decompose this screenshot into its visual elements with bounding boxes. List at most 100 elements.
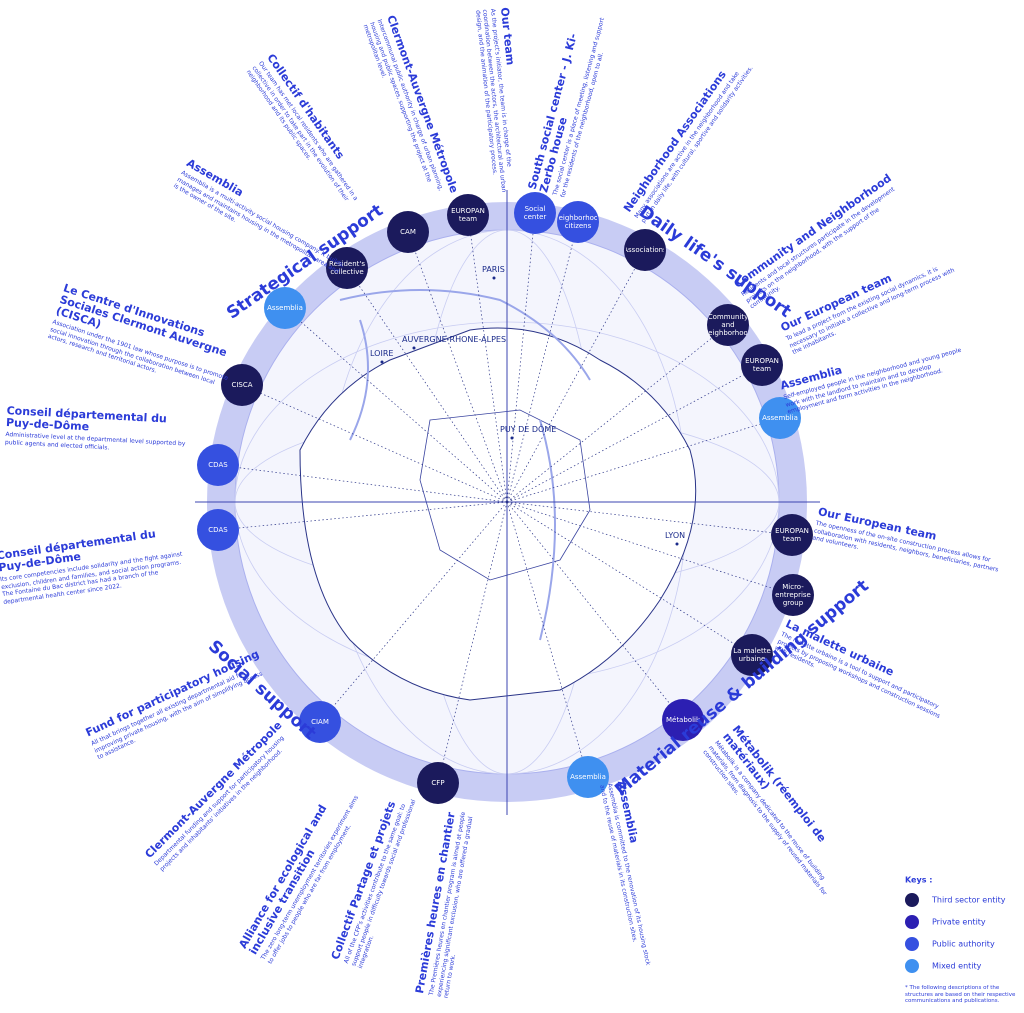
entity-label: Community and neighborhood [709, 313, 747, 337]
link [437, 501, 508, 784]
key-label: Private entity [932, 918, 986, 927]
entity-label: Métabolik [665, 716, 701, 724]
key-swatch [905, 915, 919, 929]
region-outline [299, 327, 697, 701]
entity-label: CISCA [231, 381, 253, 389]
city-label: AUVERGNE-RHONE-ALPES [402, 335, 506, 344]
description: Neighborhood Associations Many associatio… [622, 52, 755, 224]
entity-label-box: Resident's collective [329, 260, 365, 276]
entity-label-box: CAM [400, 228, 416, 236]
city-label: LOIRE [370, 349, 393, 358]
entity-node [326, 247, 368, 289]
entity-node [299, 701, 341, 743]
entity-label: Assemblia [267, 304, 303, 312]
key-label: Mixed entity [932, 962, 982, 971]
city-dot [380, 360, 384, 364]
city-label: LYON [665, 531, 685, 540]
entity-node [771, 514, 813, 556]
city-label: PARIS [482, 265, 505, 274]
entity-node [514, 192, 556, 234]
entity-label: Assemblia [570, 773, 606, 781]
link [217, 501, 508, 531]
entity-label-box: EUROPAN team [745, 357, 779, 373]
entity-label: CDAS [208, 526, 228, 534]
key-label: Third sector entity [931, 896, 1006, 905]
description: Conseil départemental du Puy-de-Dôme Its … [0, 524, 192, 606]
entity-label-box: Social center [523, 205, 547, 221]
entity-node [731, 634, 773, 676]
entity-label-box: Assemblia [762, 414, 798, 422]
entity-node [741, 344, 783, 386]
entity-label-box: CIAM [311, 718, 329, 726]
link [506, 212, 536, 503]
key-swatch [905, 937, 919, 951]
entity-label: CDAS [208, 461, 228, 469]
entity-label: Neighborhood citizens [559, 214, 597, 230]
description-box: Le Centre d'Innovations Sociales Clermon… [47, 282, 229, 385]
entity-label: EUROPAN team [745, 357, 779, 373]
description: Conseil départemental du Puy-de-Dôme Admi… [5, 405, 197, 456]
entity-label-box: EUROPAN team [451, 207, 485, 223]
city-dot [492, 276, 496, 280]
entity-label: Associations [626, 246, 664, 254]
entity-node [707, 304, 749, 346]
keys-title: Keys : [905, 876, 932, 885]
city-label: PUY DE DÔME [500, 423, 556, 434]
entity-node [447, 194, 489, 236]
entity-label: Social center [523, 205, 547, 221]
link [467, 214, 508, 503]
key-label: Public authority [932, 940, 995, 949]
entity-label-box: Neighborhood citizens [559, 214, 597, 230]
entity-label-box: CDAS [208, 461, 228, 469]
keys-note: * The following descriptions of the stru… [905, 985, 1016, 1004]
entity-label: Assemblia [762, 414, 798, 422]
entity-label: CAM [400, 228, 416, 236]
link [506, 221, 579, 503]
entity-label: CIAM [311, 718, 329, 726]
entity-label: La malette urbaine [733, 647, 771, 663]
description-box: South social center - J. Ki-Zerbo houseT… [527, 4, 616, 198]
city-dot [412, 346, 416, 350]
entity-label-box: CISCA [231, 381, 253, 389]
entity-label-box: EUROPAN team [775, 527, 809, 543]
entity-label-box: Assemblia [570, 773, 606, 781]
entity-node [221, 364, 263, 406]
city-dot [675, 542, 679, 546]
entity-node [567, 756, 609, 798]
entity-node [624, 229, 666, 271]
link [241, 384, 508, 503]
entity-label: Resident's collective [329, 260, 365, 276]
description: South social center - J. Ki-Zerbo house T… [527, 4, 616, 198]
entity-label-box: Métabolik [665, 716, 701, 724]
description-text: Many associations are active in the neig… [633, 64, 755, 225]
entity-node [662, 699, 704, 741]
entity-label: Micro-entreprise group [775, 583, 811, 607]
entity-label-box: Associations [626, 246, 664, 254]
link [217, 464, 508, 503]
link [319, 501, 508, 723]
entity-node [197, 509, 239, 551]
link [506, 501, 753, 656]
description: Métabolik (réemploi de matériaux) Métabol… [701, 724, 856, 904]
entity-label-box: CFP [431, 779, 445, 787]
link [346, 267, 508, 503]
city-dot [510, 436, 514, 440]
link [506, 364, 763, 503]
key-swatch [905, 893, 919, 907]
description-title: Neighborhood Associations [621, 68, 729, 215]
description: Our European team The openness of the on-… [812, 506, 1005, 581]
entity-node [759, 397, 801, 439]
entity-node [557, 201, 599, 243]
entity-label-box: CDAS [208, 526, 228, 534]
entity-label: EUROPAN team [451, 207, 485, 223]
keys-note-box: * The following descriptions of the stru… [905, 985, 1016, 1004]
description-title: Community and Neighborhood [732, 171, 894, 291]
description-box: Métabolik (réemploi de matériaux)Métabol… [701, 724, 856, 904]
entity-node [197, 444, 239, 486]
entity-node [772, 574, 814, 616]
entity-label-box: Micro-entreprise group [775, 583, 811, 607]
description: Assemblia Assemblia is committed to the r… [598, 780, 666, 972]
entity-label: CFP [431, 779, 445, 787]
